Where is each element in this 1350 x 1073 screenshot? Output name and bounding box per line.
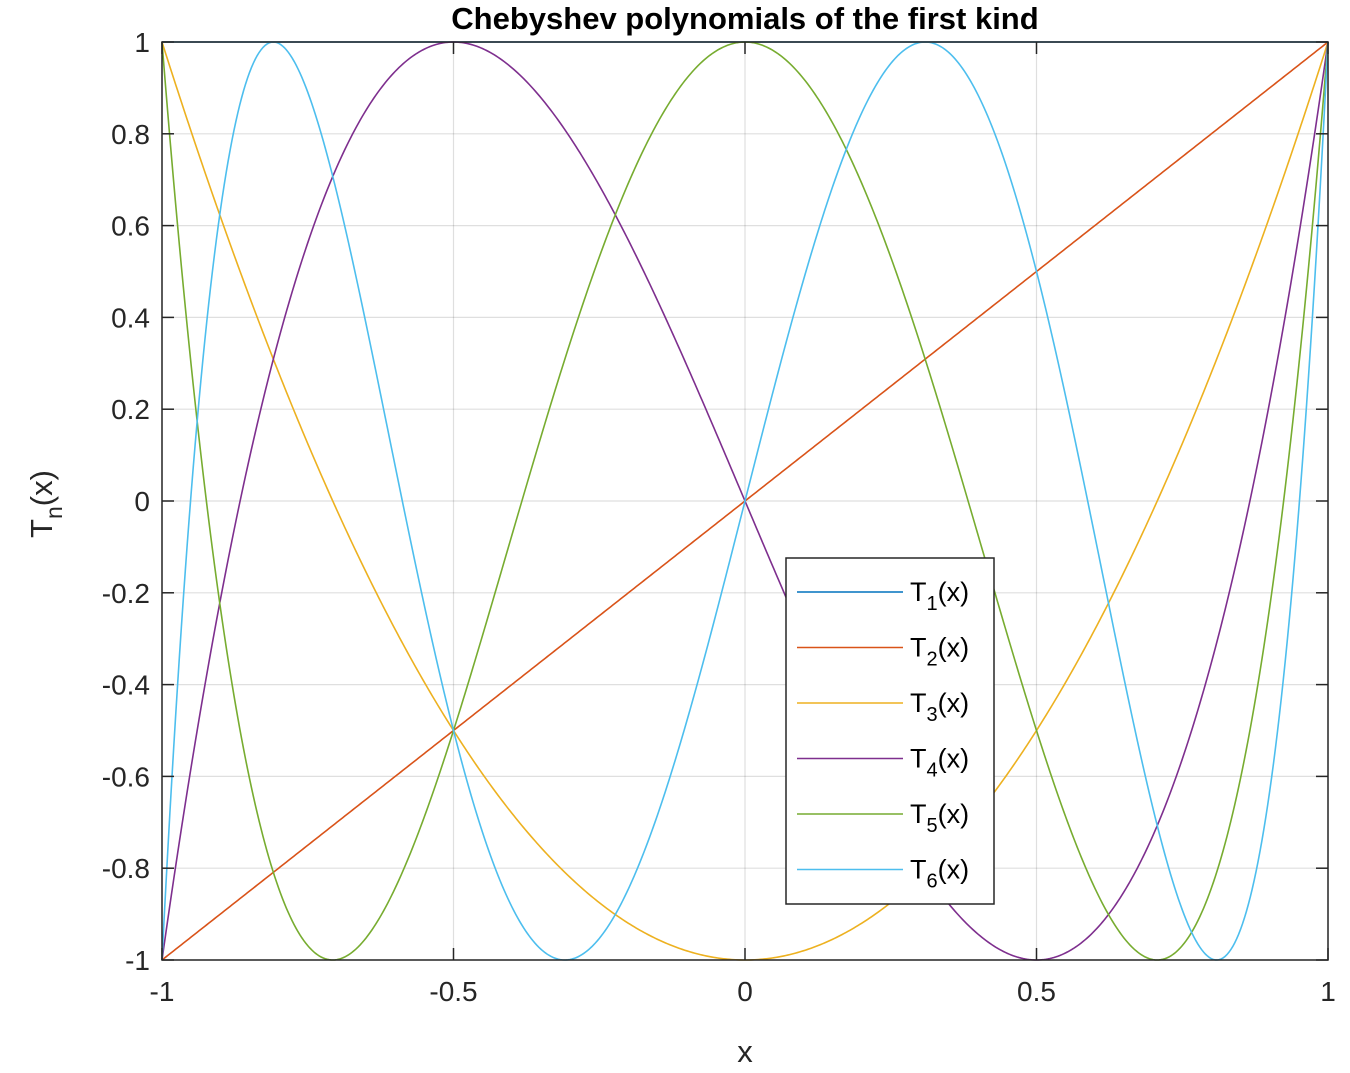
y-tick-label: 0.2 (111, 394, 150, 425)
legend-entry-T2(x): T2(x) (910, 633, 969, 671)
y-tick-label: -0.2 (102, 578, 150, 609)
y-tick-label: 1 (134, 27, 150, 58)
x-axis-label: x (737, 1034, 753, 1069)
legend-entry-T5(x): T5(x) (910, 799, 969, 837)
legend-entry-T4(x): T4(x) (910, 744, 969, 782)
y-axis-label-suffix: (x) (24, 470, 59, 506)
y-tick-label: 0.6 (111, 211, 150, 242)
series-line-T6(x) (161, 41, 1329, 961)
x-tick-label: 0 (737, 976, 753, 1007)
legend-entry-T1(x): T1(x) (910, 577, 969, 615)
legend: T1(x) T2(x) T3(x) T4(x) T5(x) T6(x) (785, 557, 995, 905)
y-tick-label: -0.4 (102, 670, 150, 701)
chart-title: Chebyshev polynomials of the first kind (451, 1, 1038, 36)
x-tick-label: -0.5 (429, 976, 477, 1007)
y-tick-label: 0.4 (111, 302, 150, 333)
y-axis-label-main: T (24, 519, 59, 538)
x-tick-label: 1 (1320, 976, 1336, 1007)
y-axis-label-sub: n (41, 506, 67, 519)
y-axis-label: Tn(x) (24, 470, 67, 538)
x-tick-label: -1 (150, 976, 175, 1007)
y-tick-label: -1 (125, 945, 150, 976)
x-tick-labels: -1 -0.5 0 0.5 1 (150, 976, 1336, 1007)
y-tick-label: 0 (134, 486, 150, 517)
legend-entries: T1(x) T2(x) T3(x) T4(x) T5(x) T6(x) (797, 577, 969, 893)
x-tick-label: 0.5 (1017, 976, 1056, 1007)
y-tick-label: -0.8 (102, 853, 150, 884)
y-tick-labels: -1 -0.8 -0.6 -0.4 -0.2 0 0.2 0.4 0.6 0.8 1 (102, 27, 150, 976)
legend-entry-T3(x): T3(x) (910, 688, 969, 726)
legend-box (785, 557, 995, 905)
axis-ticks (161, 41, 1329, 961)
y-tick-label: 0.8 (111, 119, 150, 150)
legend-entry-T6(x): T6(x) (910, 855, 969, 893)
y-tick-label: -0.6 (102, 761, 150, 792)
